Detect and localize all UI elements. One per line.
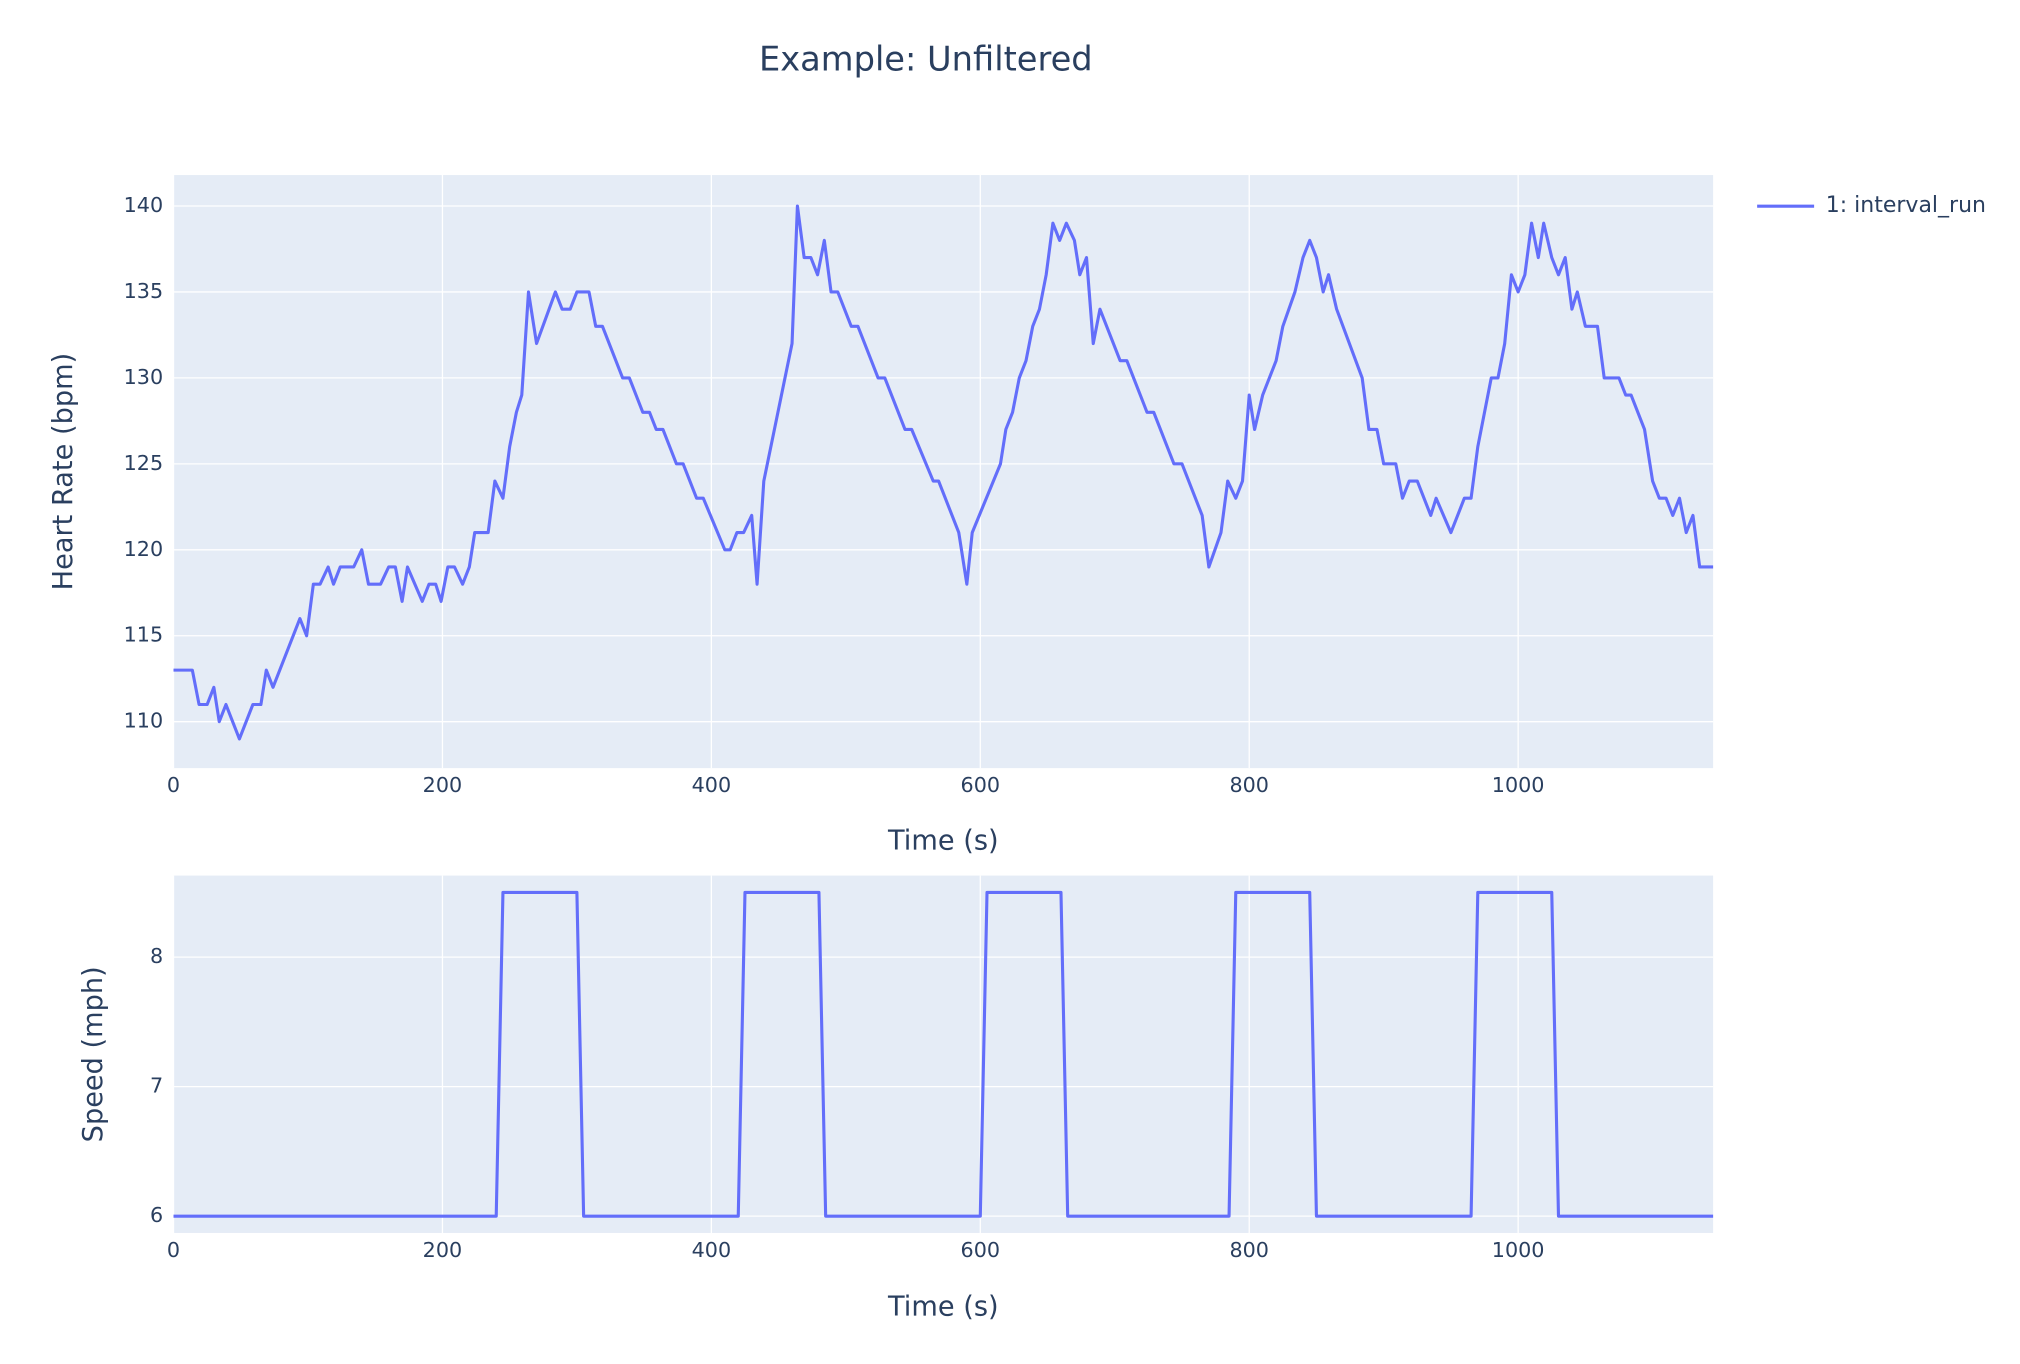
x-tick-label: 1000 xyxy=(1492,1238,1545,1262)
y-tick-label: 130 xyxy=(124,365,164,389)
data-line xyxy=(173,204,1714,741)
y-tick-label: 6 xyxy=(150,1203,163,1227)
data-line xyxy=(173,890,1714,1218)
x-tick-label: 0 xyxy=(167,1238,180,1262)
y-tick-label: 135 xyxy=(124,279,164,303)
y-tick-label: 125 xyxy=(124,451,164,475)
y-tick-label: 120 xyxy=(124,537,164,561)
x-tick-label: 800 xyxy=(1229,773,1269,797)
plot-area xyxy=(173,175,1714,769)
x-axis-title: Time (s) xyxy=(887,825,999,856)
x-axis-title: Time (s) xyxy=(887,1292,999,1323)
x-tick-label: 0 xyxy=(167,773,180,797)
legend-label: 1: interval_run xyxy=(1826,193,1986,218)
x-tick-label: 600 xyxy=(961,773,1001,797)
x-tick-label: 200 xyxy=(423,1238,463,1262)
x-tick-label: 800 xyxy=(1229,1238,1269,1262)
y-tick-label: 115 xyxy=(124,623,164,647)
y-tick-label: 110 xyxy=(124,709,164,733)
x-tick-label: 1000 xyxy=(1492,773,1545,797)
chart-title: Example: Unfiltered xyxy=(759,40,1093,79)
plot-area xyxy=(173,875,1714,1233)
x-tick-label: 200 xyxy=(423,773,463,797)
y-tick-label: 7 xyxy=(150,1074,163,1098)
y-axis-title: Heart Rate (bpm) xyxy=(48,353,79,591)
x-tick-label: 400 xyxy=(692,1238,732,1262)
x-tick-label: 400 xyxy=(692,773,732,797)
y-tick-label: 140 xyxy=(124,193,164,217)
y-tick-label: 8 xyxy=(150,944,163,968)
x-tick-label: 600 xyxy=(961,1238,1001,1262)
y-axis-title: Speed (mph) xyxy=(78,966,109,1142)
